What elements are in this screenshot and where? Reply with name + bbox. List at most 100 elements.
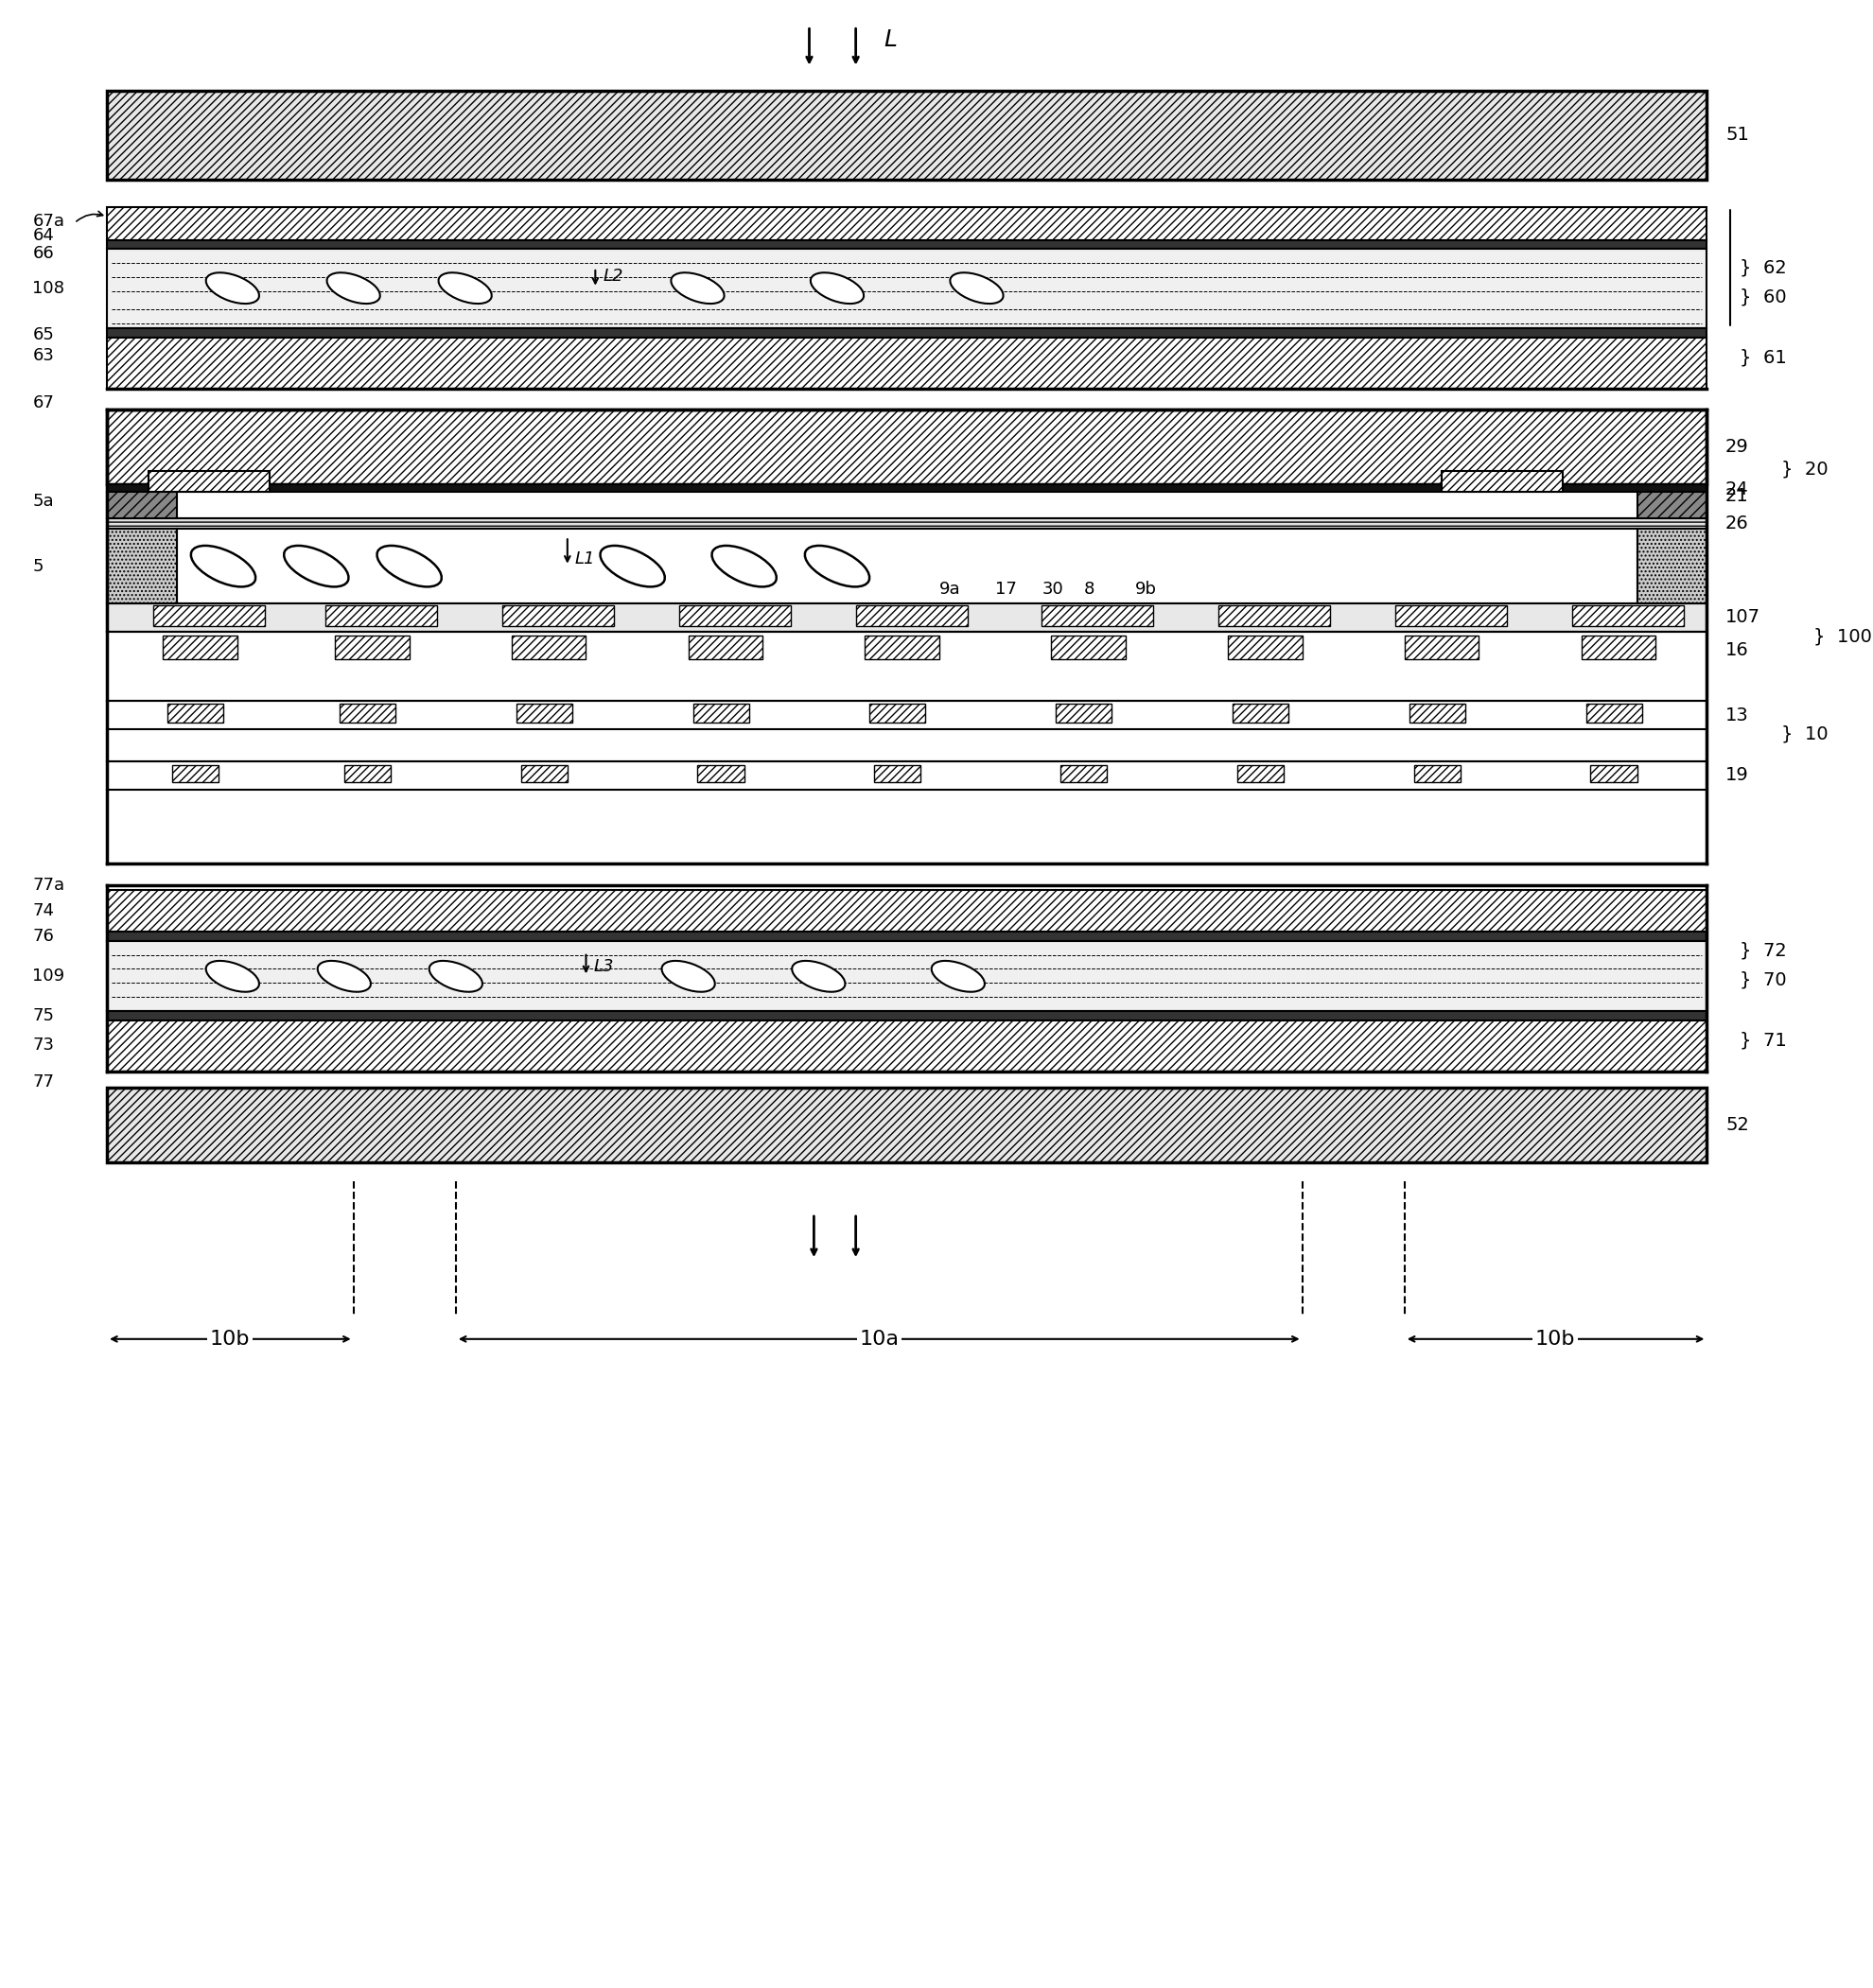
Bar bbox=[326, 604, 436, 626]
Text: 73: 73 bbox=[32, 1036, 54, 1054]
Bar bbox=[107, 761, 1706, 789]
Bar bbox=[107, 702, 1706, 730]
Ellipse shape bbox=[206, 272, 258, 304]
Bar bbox=[1590, 765, 1637, 781]
Bar bbox=[107, 241, 1706, 248]
Bar bbox=[865, 636, 938, 660]
Text: L1: L1 bbox=[575, 551, 596, 567]
Bar bbox=[1041, 604, 1154, 626]
Text: 63: 63 bbox=[32, 348, 54, 364]
Text: 5a: 5a bbox=[32, 493, 54, 509]
Bar bbox=[107, 604, 1706, 632]
Bar bbox=[339, 704, 395, 722]
Bar bbox=[1227, 636, 1302, 660]
Text: 9a: 9a bbox=[938, 580, 961, 598]
Bar bbox=[148, 471, 270, 491]
Ellipse shape bbox=[285, 545, 348, 586]
Ellipse shape bbox=[811, 272, 863, 304]
Bar bbox=[107, 730, 1706, 761]
Ellipse shape bbox=[317, 960, 371, 992]
Bar bbox=[1054, 704, 1111, 722]
Bar bbox=[1236, 765, 1283, 781]
Bar bbox=[697, 765, 744, 781]
Text: 24: 24 bbox=[1725, 479, 1748, 499]
Bar bbox=[678, 604, 790, 626]
Bar bbox=[875, 765, 920, 781]
Bar bbox=[107, 485, 1706, 491]
Bar bbox=[107, 410, 1706, 485]
Text: 65: 65 bbox=[32, 326, 54, 344]
Text: 5: 5 bbox=[32, 559, 43, 575]
Text: 30: 30 bbox=[1041, 580, 1062, 598]
Text: }  100: } 100 bbox=[1813, 628, 1871, 646]
Bar bbox=[107, 1087, 1706, 1163]
Text: 19: 19 bbox=[1725, 767, 1748, 785]
Text: 76: 76 bbox=[32, 928, 54, 944]
Bar bbox=[1405, 636, 1478, 660]
Bar bbox=[107, 207, 1706, 241]
Bar bbox=[1571, 604, 1682, 626]
Ellipse shape bbox=[599, 545, 665, 586]
Ellipse shape bbox=[950, 272, 1002, 304]
Bar bbox=[335, 636, 408, 660]
Bar bbox=[869, 704, 925, 722]
Text: 8: 8 bbox=[1083, 580, 1094, 598]
Bar bbox=[856, 604, 966, 626]
Bar bbox=[107, 1020, 1706, 1072]
Bar bbox=[1395, 604, 1506, 626]
Ellipse shape bbox=[792, 960, 845, 992]
Ellipse shape bbox=[804, 545, 869, 586]
Text: }  10: } 10 bbox=[1781, 724, 1828, 744]
Text: 67a: 67a bbox=[32, 213, 66, 231]
Text: }  60: } 60 bbox=[1738, 288, 1785, 306]
Text: 16: 16 bbox=[1725, 640, 1748, 658]
Text: 13: 13 bbox=[1725, 706, 1748, 724]
Ellipse shape bbox=[931, 960, 983, 992]
Text: }  61: } 61 bbox=[1738, 350, 1785, 368]
Text: 10b: 10b bbox=[210, 1330, 249, 1348]
Bar bbox=[163, 636, 238, 660]
Text: 51: 51 bbox=[1725, 125, 1748, 143]
Bar bbox=[107, 517, 1706, 529]
Text: 66: 66 bbox=[32, 245, 54, 262]
Text: L2: L2 bbox=[603, 268, 624, 284]
Text: 26: 26 bbox=[1725, 515, 1748, 533]
Bar bbox=[1581, 636, 1656, 660]
Bar bbox=[107, 328, 1706, 338]
Bar bbox=[107, 529, 176, 604]
Ellipse shape bbox=[661, 960, 715, 992]
Bar bbox=[687, 636, 762, 660]
Bar bbox=[167, 704, 223, 722]
Text: 75: 75 bbox=[32, 1006, 54, 1024]
Bar bbox=[107, 932, 1706, 940]
Text: }  20: } 20 bbox=[1781, 461, 1828, 479]
Text: }  62: } 62 bbox=[1738, 258, 1785, 276]
Bar bbox=[693, 704, 749, 722]
Text: 64: 64 bbox=[32, 227, 54, 245]
Text: L3: L3 bbox=[594, 958, 614, 976]
Ellipse shape bbox=[712, 545, 775, 586]
Bar bbox=[1232, 704, 1287, 722]
Bar bbox=[1637, 529, 1706, 604]
Bar bbox=[345, 765, 390, 781]
Bar bbox=[1051, 636, 1126, 660]
Bar bbox=[107, 789, 1706, 865]
Text: 10a: 10a bbox=[858, 1330, 899, 1348]
Ellipse shape bbox=[671, 272, 723, 304]
Bar bbox=[107, 1010, 1706, 1020]
Ellipse shape bbox=[438, 272, 491, 304]
Bar bbox=[107, 248, 1706, 328]
Bar bbox=[502, 604, 614, 626]
Text: L: L bbox=[884, 28, 897, 52]
Bar bbox=[107, 491, 176, 517]
Ellipse shape bbox=[191, 545, 255, 586]
Text: 21: 21 bbox=[1725, 487, 1748, 505]
Text: 107: 107 bbox=[1725, 608, 1759, 626]
Text: }  71: } 71 bbox=[1738, 1032, 1785, 1050]
Text: 67: 67 bbox=[32, 394, 54, 412]
Text: 74: 74 bbox=[32, 903, 54, 918]
Text: 109: 109 bbox=[32, 968, 66, 984]
Text: 108: 108 bbox=[32, 280, 66, 296]
Bar bbox=[107, 91, 1706, 179]
Text: 52: 52 bbox=[1725, 1115, 1748, 1133]
